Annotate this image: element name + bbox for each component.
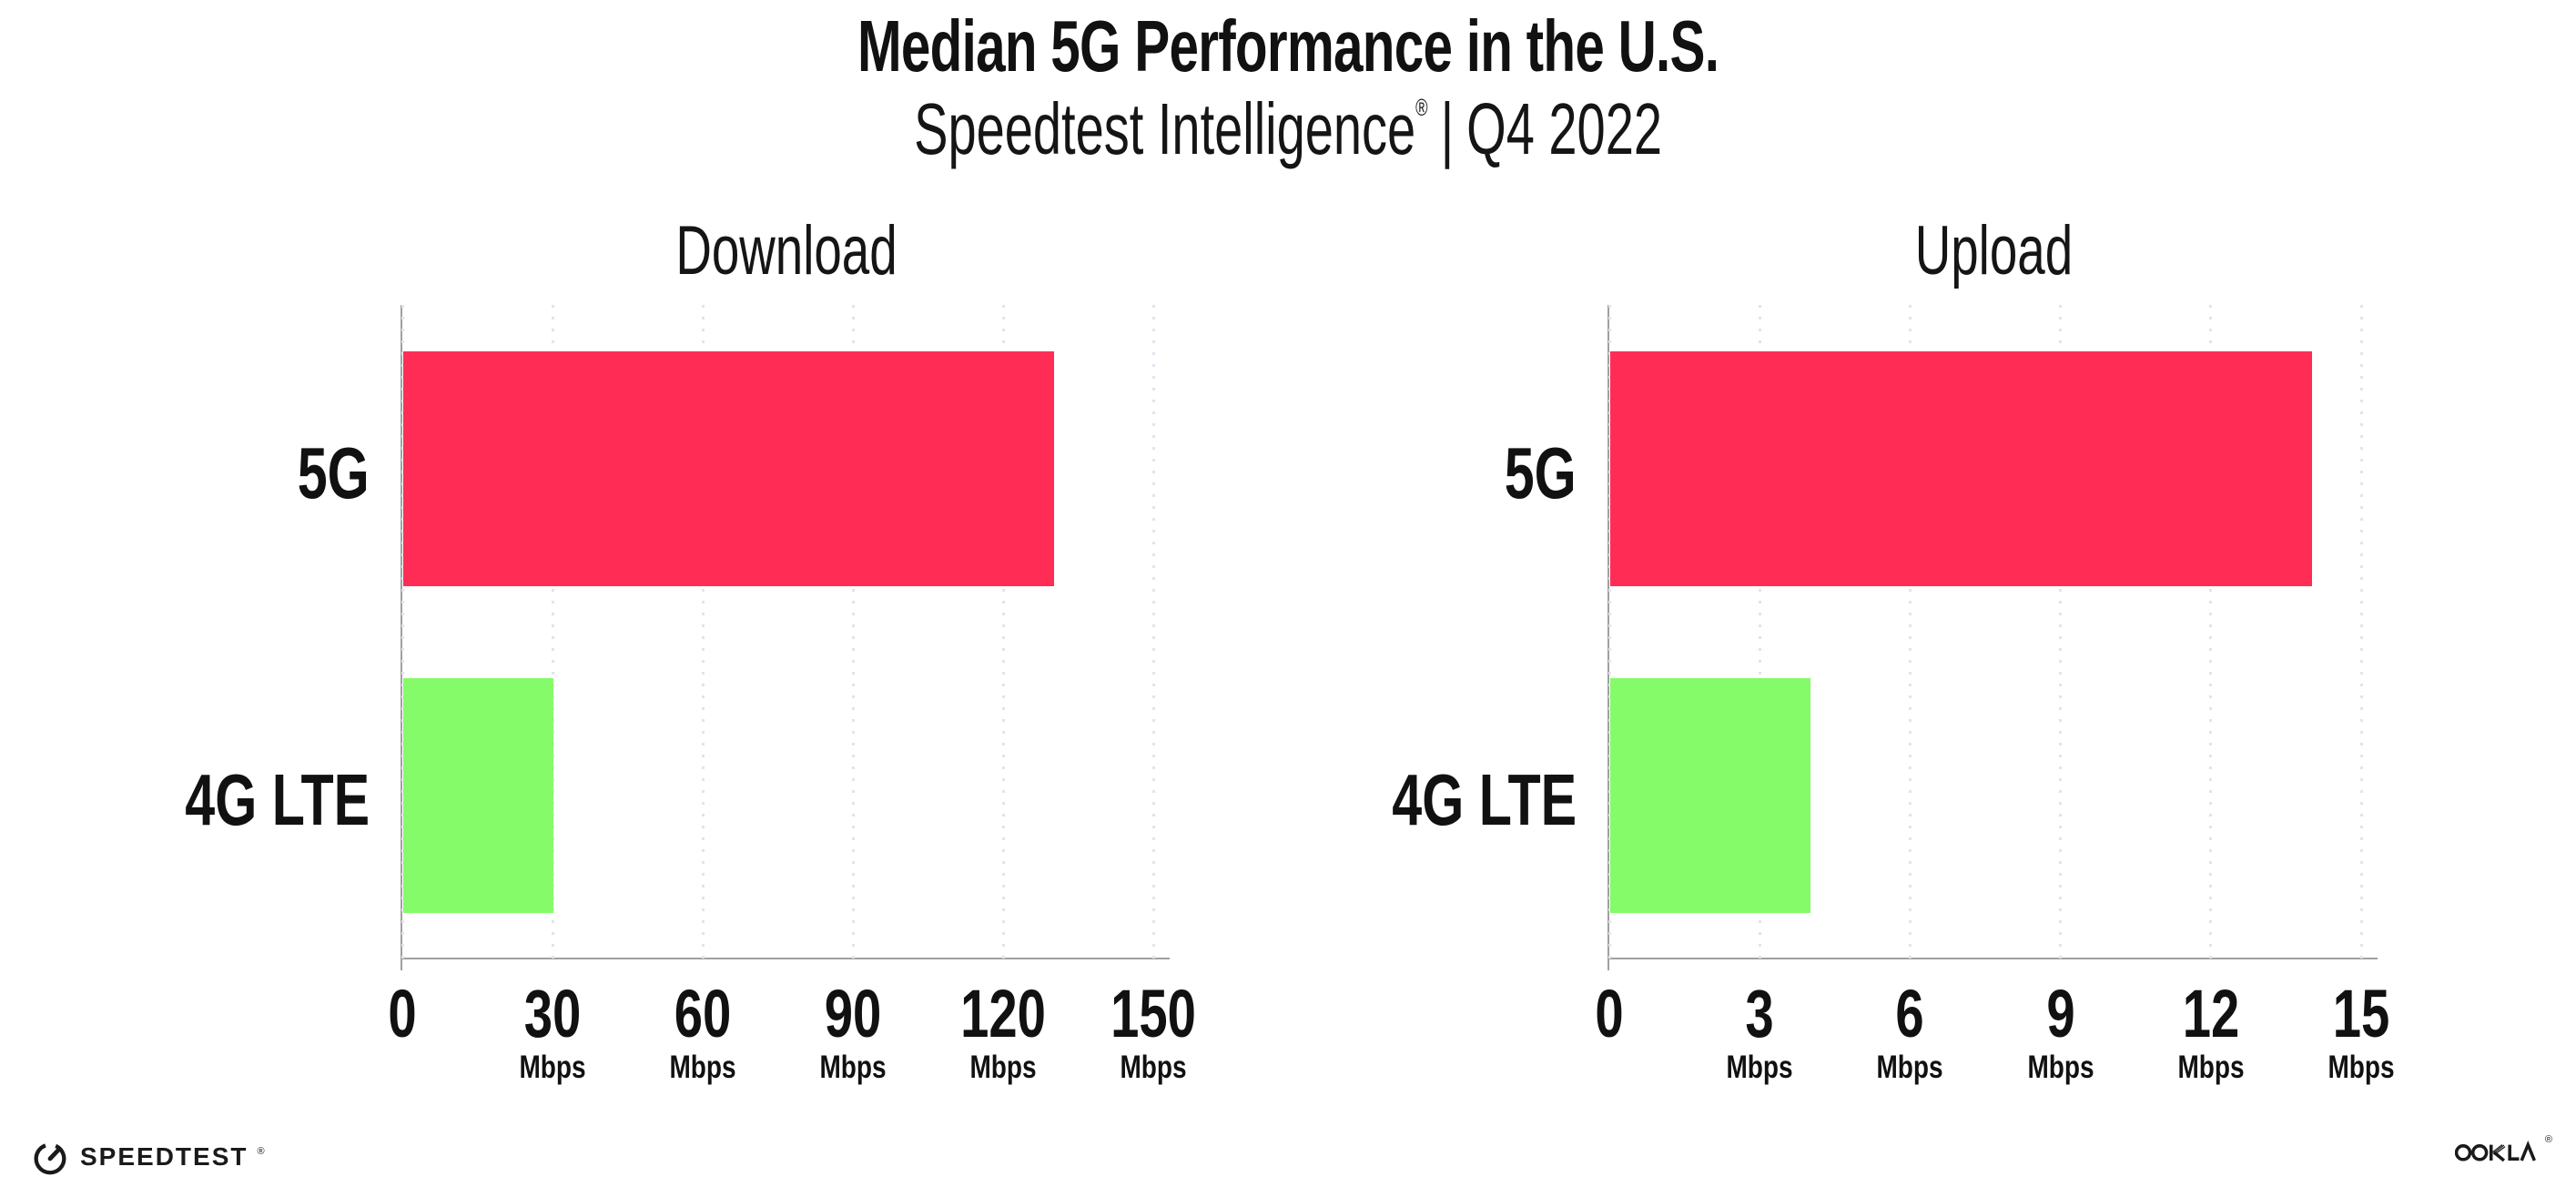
x-tick-unit-label: Mbps [661,1050,744,1085]
x-tick-unit-label: Mbps [2319,1050,2402,1085]
category-label-4g-lte: 4G LTE [120,764,370,837]
speedtest-logo-text: SPEEDTEST [80,1142,248,1171]
gridline-3-mbps [1758,305,1761,959]
category-label-text: 5G [298,431,370,513]
x-tick-unit-text: Mbps [1726,1050,1793,1085]
x-tick-value: 3 [1745,976,1774,1051]
subtitle-brand: Speedtest Intelligence [914,88,1416,169]
x-tick-label: 6 [1891,976,1929,1051]
bar-4g-lte [1610,678,1810,914]
x-tick-value: 0 [1595,976,1624,1051]
gridline-6-mbps [1908,305,1912,959]
x-tick-unit-text: Mbps [969,1050,1037,1085]
x-tick-value: 0 [388,976,417,1051]
x-tick-label: 30 [515,976,590,1051]
download-chart-plot: Download 0 30 Mbps 60 Mbps 90 Mbps 120 Mbps 150 Mb… [185,214,1196,1084]
x-tick-unit-label: Mbps [1718,1050,1800,1085]
gridline-0-mbps [401,305,404,959]
gridline-0-mbps [1607,305,1611,959]
page-subtitle: Speedtest Intelligence® | Q4 2022 [0,89,2576,169]
x-tick-unit-label: Mbps [511,1050,593,1085]
x-tick-label: 60 [665,976,740,1051]
x-tick-label: 3 [1741,976,1779,1051]
page-title: Median 5G Performance in the U.S. [0,7,2576,86]
x-tick-unit-text: Mbps [2027,1050,2094,1085]
category-label-text: 4G LTE [185,759,370,841]
x-tick-unit-label: Mbps [1869,1050,1952,1085]
x-tick-label: 15 [2324,976,2399,1051]
bar-5g [403,350,1054,586]
gridline-15-mbps [2359,305,2363,959]
x-tick-unit-text: Mbps [2328,1050,2395,1085]
x-tick-unit-text: Mbps [819,1050,887,1085]
gridline-12-mbps [2209,305,2213,959]
x-tick-value: 6 [1895,976,1925,1051]
x-tick-unit-text: Mbps [519,1050,586,1085]
x-tick-unit-label: Mbps [1111,1050,1194,1085]
ookla-logo-icon [2454,1140,2536,1162]
speedtest-trademark-icon: ® [257,1146,265,1157]
x-tick-value: 120 [960,976,1046,1051]
x-tick-label: 120 [947,976,1059,1051]
ookla-trademark-icon: ® [2544,1134,2552,1145]
bar-5g [1610,350,2312,586]
upload-chart-plot: Upload 0 3 Mbps 6 Mbps 9 Mbps 12 Mbps 15 Mbps 5G 4G … [1392,214,2394,1084]
x-tick-value: 12 [2182,976,2240,1051]
download-chart-title: Download [674,212,898,289]
x-tick-unit-label: Mbps [2169,1050,2252,1085]
gridline-30-mbps [551,305,554,959]
ookla-logo: ® [2454,1134,2552,1164]
x-tick-value: 150 [1111,976,1196,1051]
x-tick-label: 0 [1590,976,1628,1051]
registered-trademark-icon: ® [1415,94,1428,121]
category-label-5g: 5G [1479,431,1577,513]
x-tick-value: 90 [824,976,882,1051]
x-axis-line [401,958,1170,959]
x-tick-unit-text: Mbps [2177,1050,2245,1085]
category-label-5g: 5G [272,431,370,513]
x-tick-label: 150 [1097,976,1209,1051]
bar-4g-lte [403,678,553,914]
x-tick-unit-label: Mbps [811,1050,894,1085]
x-tick-label: 9 [2042,976,2079,1051]
x-tick-value: 30 [523,976,582,1051]
category-label-4g-lte: 4G LTE [1327,764,1577,837]
gridline-60-mbps [701,305,705,959]
gridline-150-mbps [1151,305,1155,959]
x-tick-unit-text: Mbps [669,1050,736,1085]
subtitle-separator: | [1440,88,1455,169]
x-tick-label: 12 [2174,976,2248,1051]
x-tick-unit-label: Mbps [2019,1050,2102,1085]
subtitle-period: Q4 2022 [1466,88,1662,169]
gridline-9-mbps [2059,305,2063,959]
x-tick-value: 15 [2332,976,2390,1051]
x-tick-unit-text: Mbps [1120,1050,1187,1085]
category-label-text: 5G [1505,431,1577,513]
gridline-90-mbps [851,305,855,959]
category-label-text: 4G LTE [1392,759,1577,841]
x-tick-label: 0 [383,976,421,1051]
page-title-text: Median 5G Performance in the U.S. [857,5,1719,86]
x-tick-unit-text: Mbps [1876,1050,1943,1085]
x-tick-value: 60 [674,976,732,1051]
x-tick-label: 90 [816,976,890,1051]
gridline-120-mbps [1001,305,1005,959]
speedtest-logo: SPEEDTEST ® [29,1134,265,1180]
x-axis-line [1607,958,2378,959]
speedtest-gauge-icon [34,1142,66,1175]
x-tick-value: 9 [2045,976,2075,1051]
upload-chart-title: Upload [1914,212,2073,289]
x-tick-unit-label: Mbps [961,1050,1044,1085]
